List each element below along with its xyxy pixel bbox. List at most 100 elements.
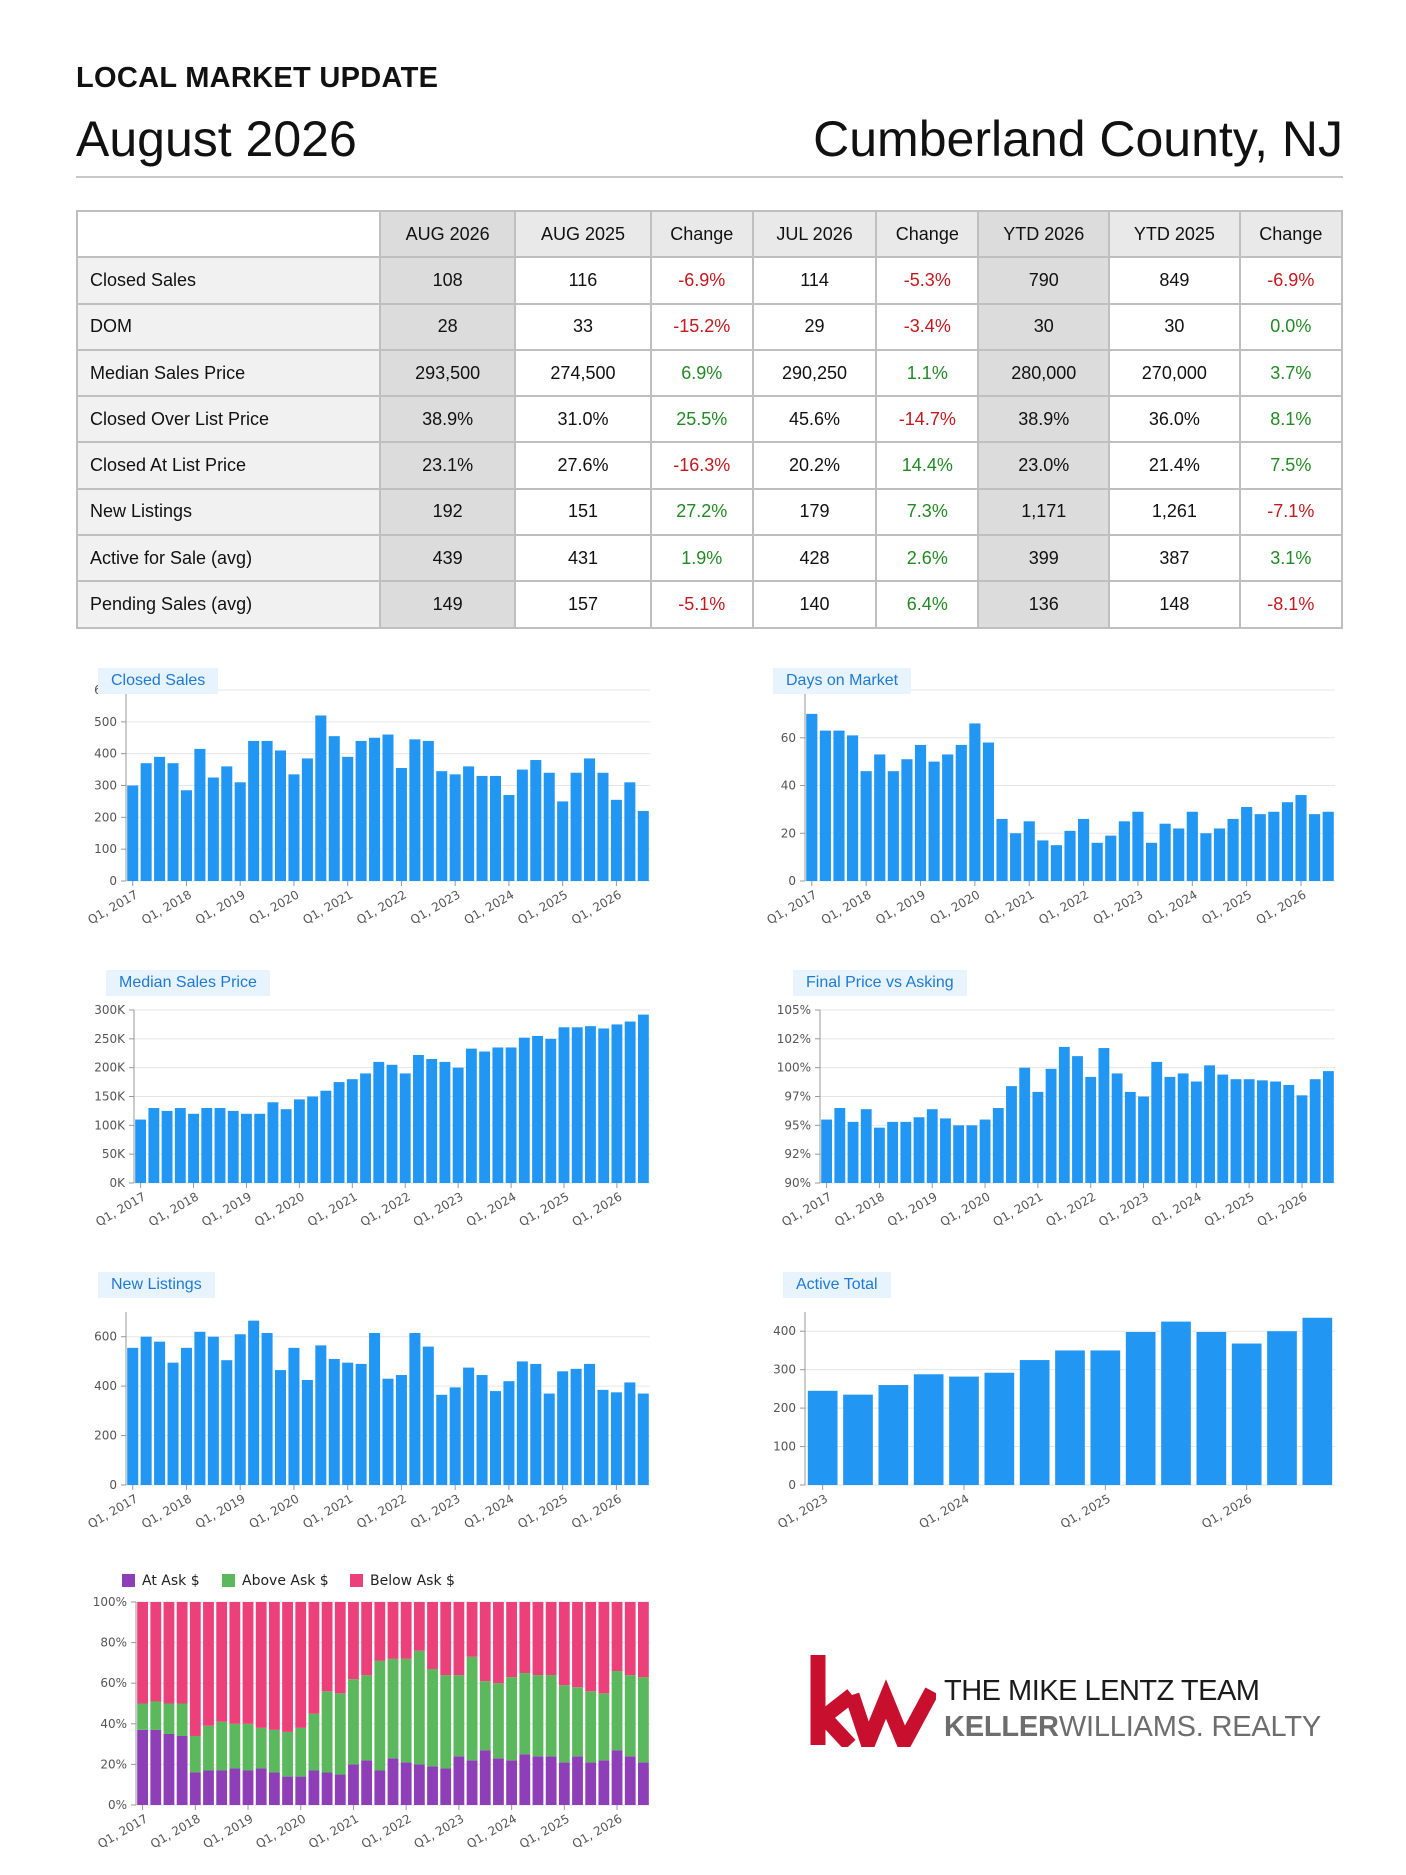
data-bar <box>1023 821 1035 881</box>
x-tick-label: Q1, 2020 <box>247 1491 302 1531</box>
data-bar <box>843 1394 873 1485</box>
at-ask-bar <box>387 1758 399 1805</box>
data-bar <box>465 1048 477 1183</box>
x-tick-label: Q1, 2023 <box>775 1491 830 1531</box>
at-ask-bar <box>374 1770 386 1805</box>
data-bar <box>127 1347 139 1485</box>
data-bar <box>254 1113 266 1183</box>
table-cell: 849 <box>1108 256 1241 305</box>
x-tick-label: Q1, 2022 <box>1036 887 1091 927</box>
at-ask-bar <box>189 1772 201 1805</box>
table-cell: 23.1% <box>378 441 517 490</box>
x-tick-label: Q1, 2026 <box>1254 887 1309 927</box>
data-bar <box>275 1370 287 1485</box>
data-bar <box>1267 1331 1297 1485</box>
data-bar <box>241 1113 252 1183</box>
data-bar <box>1268 811 1280 881</box>
x-tick-label: Q1, 2025 <box>1202 1189 1257 1229</box>
data-bar <box>913 1374 944 1485</box>
data-bar <box>570 772 582 881</box>
data-bar <box>301 1379 313 1485</box>
data-bar <box>221 1360 233 1485</box>
data-bar <box>584 1363 596 1485</box>
y-tick-label: 200K <box>94 1061 126 1075</box>
y-tick-label: 400 <box>94 747 117 761</box>
x-tick-label: Q1, 2023 <box>411 1189 466 1229</box>
x-tick-label: Q1, 2021 <box>991 1189 1046 1229</box>
data-bar <box>201 1108 213 1183</box>
data-bar <box>611 1024 623 1183</box>
data-bar <box>261 740 273 881</box>
table-cell: 29 <box>751 302 878 351</box>
data-bar <box>463 1367 475 1485</box>
data-bar <box>1190 1081 1202 1183</box>
below-ask-bar <box>361 1602 373 1676</box>
col-header: Change <box>1238 209 1344 259</box>
above-ask-bar <box>558 1685 570 1763</box>
data-bar <box>234 1334 246 1485</box>
above-ask-bar <box>242 1723 254 1771</box>
at-ask-bar <box>493 1758 504 1805</box>
above-ask-bar <box>400 1658 412 1763</box>
below-ask-bar <box>598 1602 610 1694</box>
data-bar <box>1058 1046 1070 1183</box>
above-ask-bar <box>506 1677 518 1761</box>
table-cell: 387 <box>1108 534 1241 583</box>
data-bar <box>1322 1071 1334 1183</box>
at-ask-bar <box>400 1762 412 1805</box>
legend-swatch <box>350 1574 363 1587</box>
data-bar <box>979 1119 991 1183</box>
table-cell: 3.7% <box>1238 348 1344 398</box>
x-tick-label: Q1, 2021 <box>305 1189 360 1229</box>
data-bar <box>180 790 192 881</box>
data-bar <box>188 1113 199 1183</box>
at-ask-bar <box>558 1762 570 1805</box>
data-bar <box>1145 842 1158 881</box>
data-bar <box>530 760 542 881</box>
data-bar <box>214 1108 226 1183</box>
x-tick-label: Q1, 2026 <box>569 887 624 927</box>
data-bar <box>942 754 954 881</box>
report-kicker: LOCAL MARKET UPDATE <box>76 62 439 94</box>
table-cell: 38.9% <box>977 395 1111 444</box>
data-bar <box>154 1341 166 1485</box>
data-bar <box>315 1345 327 1485</box>
above-ask-bar <box>348 1679 359 1765</box>
data-bar <box>227 1110 239 1183</box>
table-cell: 270,000 <box>1108 348 1241 398</box>
at-ask-bar <box>348 1764 359 1805</box>
x-tick-label: Q1, 2023 <box>1096 1189 1151 1229</box>
above-ask-bar <box>598 1693 610 1761</box>
above-ask-bar <box>282 1731 293 1777</box>
table-cell: 290,250 <box>751 348 878 398</box>
below-ask-bar <box>229 1602 241 1724</box>
above-ask-bar <box>150 1701 162 1730</box>
x-tick-label: Q1, 2024 <box>1149 1189 1204 1229</box>
kw-logo: THE MIKE LENTZ TEAM KELLERWILLIAMS. REAL… <box>806 1655 1321 1750</box>
x-tick-label: Q1, 2022 <box>358 1189 413 1229</box>
data-bar <box>637 1014 649 1183</box>
x-tick-label: Q1, 2024 <box>462 1491 517 1531</box>
report-county: Cumberland County, NJ <box>813 111 1343 167</box>
above-ask-bar <box>203 1725 214 1771</box>
data-bar <box>1296 1095 1308 1183</box>
data-bar <box>1045 1068 1057 1183</box>
table-cell: 428 <box>751 534 878 583</box>
below-ask-bar <box>638 1602 649 1678</box>
data-bar <box>518 1037 530 1183</box>
table-cell: 45.6% <box>751 395 878 444</box>
data-bar <box>584 758 596 881</box>
table-cell: 108 <box>378 256 517 305</box>
table-cell: 20.2% <box>751 441 878 490</box>
data-bar <box>610 1392 622 1485</box>
below-ask-bar <box>440 1602 452 1676</box>
data-bar <box>328 1358 340 1485</box>
table-cell: 31.0% <box>514 395 652 444</box>
data-bar <box>449 1387 461 1485</box>
data-bar <box>148 1108 160 1183</box>
data-bar <box>1032 1091 1044 1183</box>
at-ask-bar <box>308 1770 320 1805</box>
table-row: Median Sales Price 293,500 274,500 6.9% 290,… <box>76 348 1344 398</box>
